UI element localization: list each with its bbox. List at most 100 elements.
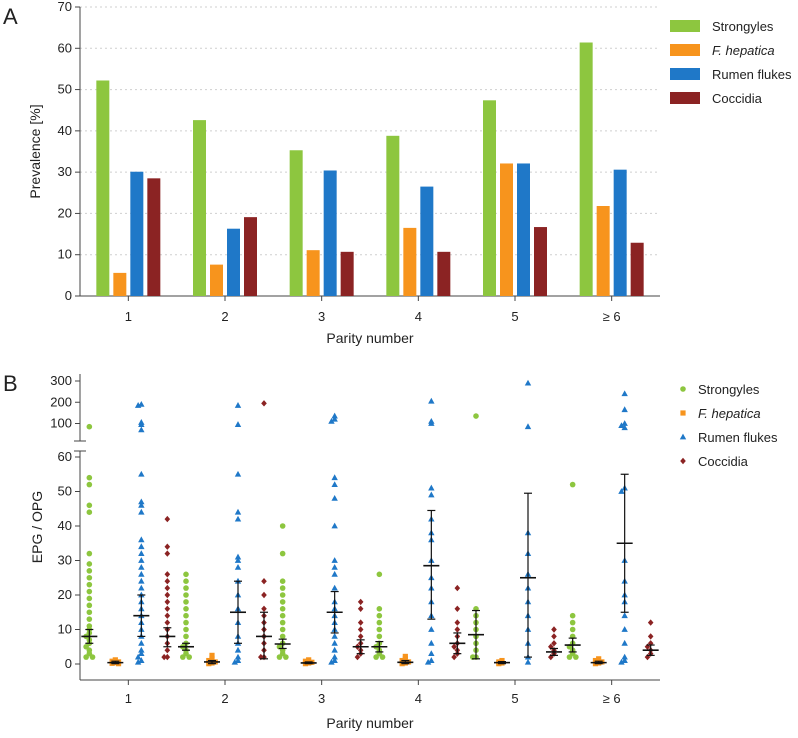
point-strongyles <box>279 592 286 598</box>
bar-f-hepatica <box>306 250 320 296</box>
point-coccidia <box>644 643 651 650</box>
point-rumen-flukes <box>138 501 145 508</box>
point-coccidia <box>357 605 364 612</box>
panel-b: B 0 10 20 30 40 50 60 100 200 300 1 2 3 4 5 ≥ 6 Parity nu… <box>3 371 778 731</box>
legend-label-strongyles: Strongyles <box>698 382 760 397</box>
point-rumen-flukes <box>234 657 242 663</box>
point-strongyles <box>279 550 286 557</box>
point-coccidia <box>164 578 171 585</box>
point-rumen-flukes <box>524 423 532 430</box>
point-rumen-flukes <box>134 658 142 665</box>
y-tick-label: 0 <box>65 656 72 671</box>
point-strongyles <box>376 571 383 578</box>
point-strongyles <box>86 588 93 595</box>
point-strongyles <box>376 626 383 633</box>
point-strongyles <box>279 612 286 619</box>
point-coccidia <box>164 612 171 619</box>
point-coccidia <box>357 619 364 626</box>
point-strongyles <box>86 595 93 602</box>
legend-label-f-hepatica: F. hepatica <box>698 406 761 421</box>
point-rumen-flukes <box>331 522 338 529</box>
x-tick-label: ≥ 6 <box>603 691 621 706</box>
x-axis-title: Parity number <box>326 330 413 346</box>
point-rumen-flukes <box>331 657 338 663</box>
point-rumen-flukes <box>234 421 242 427</box>
point-rumen-flukes <box>138 536 145 543</box>
legend-label-coccidia: Coccidia <box>712 91 763 106</box>
point-rumen-flukes <box>524 379 532 386</box>
point-f-hepatica <box>592 657 599 664</box>
point-strongyles <box>569 619 576 626</box>
point-rumen-flukes <box>234 553 242 560</box>
point-coccidia <box>261 578 267 585</box>
point-coccidia <box>164 515 171 523</box>
point-rumen-flukes <box>331 481 338 487</box>
point-coccidia <box>164 619 171 626</box>
point-coccidia <box>644 653 651 661</box>
point-strongyles <box>566 654 573 660</box>
point-strongyles <box>279 523 286 529</box>
point-rumen-flukes <box>328 658 335 665</box>
point-coccidia <box>454 584 461 592</box>
point-rumen-flukes <box>428 420 435 426</box>
x-tick-label: 2 <box>221 691 228 706</box>
point-rumen-flukes <box>621 420 628 426</box>
point-rumen-flukes <box>138 650 145 657</box>
point-strongyles <box>86 616 93 622</box>
point-rumen-flukes <box>234 653 242 660</box>
x-tick-label: 1 <box>125 691 132 706</box>
point-rumen-flukes <box>621 390 628 397</box>
point-rumen-flukes <box>621 424 628 431</box>
point-rumen-flukes <box>428 657 435 663</box>
point-strongyles <box>473 413 479 419</box>
bar-rumen-flukes <box>227 228 240 296</box>
point-rumen-flukes <box>234 646 242 653</box>
point-coccidia <box>261 400 267 407</box>
x-tick-label: 5 <box>511 691 518 706</box>
point-rumen-flukes <box>138 646 145 653</box>
point-rumen-flukes <box>621 657 628 663</box>
point-strongyles <box>569 481 576 488</box>
point-strongyles <box>186 654 192 660</box>
point-f-hepatica <box>306 657 312 663</box>
point-strongyles <box>183 633 189 640</box>
point-coccidia <box>454 626 461 633</box>
point-rumen-flukes <box>331 412 338 419</box>
bar-coccidia <box>147 178 161 296</box>
point-rumen-flukes <box>234 564 242 570</box>
point-coccidia <box>164 584 171 592</box>
point-rumen-flukes <box>138 421 145 427</box>
point-rumen-flukes <box>428 491 435 498</box>
point-rumen-flukes <box>331 584 338 591</box>
point-strongyles <box>86 550 93 557</box>
point-coccidia <box>647 619 654 626</box>
y-tick-label: 30 <box>58 553 72 568</box>
point-strongyles <box>376 619 383 626</box>
point-coccidia <box>647 633 654 640</box>
x-tick-label: 4 <box>415 691 422 706</box>
bar-f-hepatica <box>210 264 223 296</box>
point-rumen-flukes <box>428 650 435 657</box>
point-strongyles <box>279 606 286 612</box>
point-f-hepatica <box>596 656 602 662</box>
point-rumen-flukes <box>138 426 145 433</box>
point-coccidia <box>551 626 557 633</box>
y-axis-title: Prevalence [%] <box>27 104 43 198</box>
point-strongyles <box>376 633 383 640</box>
point-rumen-flukes <box>621 653 628 660</box>
point-rumen-flukes <box>424 658 432 665</box>
point-coccidia <box>164 550 171 557</box>
point-coccidia <box>164 647 171 654</box>
x-tick-label: 1 <box>125 309 132 324</box>
legend-label-coccidia: Coccidia <box>698 454 749 469</box>
point-coccidia <box>261 591 267 599</box>
y-tick-label: 0 <box>65 288 72 303</box>
point-strongyles <box>83 654 89 660</box>
point-f-hepatica <box>209 652 215 658</box>
point-strongyles <box>86 568 93 574</box>
point-coccidia <box>357 598 364 606</box>
point-strongyles <box>183 571 189 578</box>
point-coccidia <box>258 653 264 661</box>
legend-swatch-coccidia <box>670 92 700 104</box>
legend-label-strongyles: Strongyles <box>712 19 774 34</box>
